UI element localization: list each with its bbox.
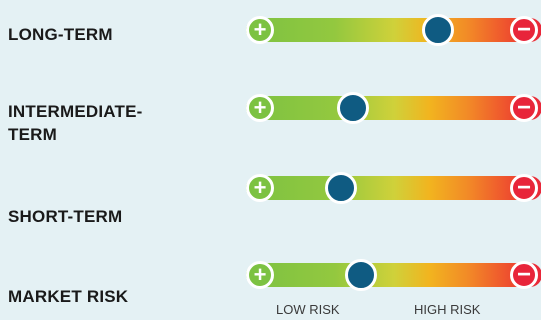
risk-marker — [422, 14, 455, 46]
row-label: SHORT-TERM — [8, 207, 123, 226]
risk-gauge-track — [246, 96, 541, 120]
risk-marker — [324, 172, 357, 204]
high-risk-label: HIGH RISK — [414, 302, 481, 317]
row-label: LONG-TERM — [8, 25, 113, 44]
plus-icon: + — [246, 94, 274, 122]
low-risk-label: LOW RISK — [276, 302, 340, 317]
risk-gauge-track — [246, 263, 541, 287]
risk-marker — [345, 259, 378, 291]
minus-icon: − — [510, 16, 538, 44]
risk-gauge-track — [246, 176, 541, 200]
row-label: INTERMEDIATE- TERM — [8, 102, 143, 144]
risk-gauge-track — [246, 18, 541, 42]
plus-icon: + — [246, 261, 274, 289]
row-label: MARKET RISK — [8, 287, 129, 306]
minus-icon: − — [510, 174, 538, 202]
plus-icon: + — [246, 174, 274, 202]
minus-icon: − — [510, 94, 538, 122]
minus-icon: − — [510, 261, 538, 289]
plus-icon: + — [246, 16, 274, 44]
risk-marker — [336, 92, 369, 124]
